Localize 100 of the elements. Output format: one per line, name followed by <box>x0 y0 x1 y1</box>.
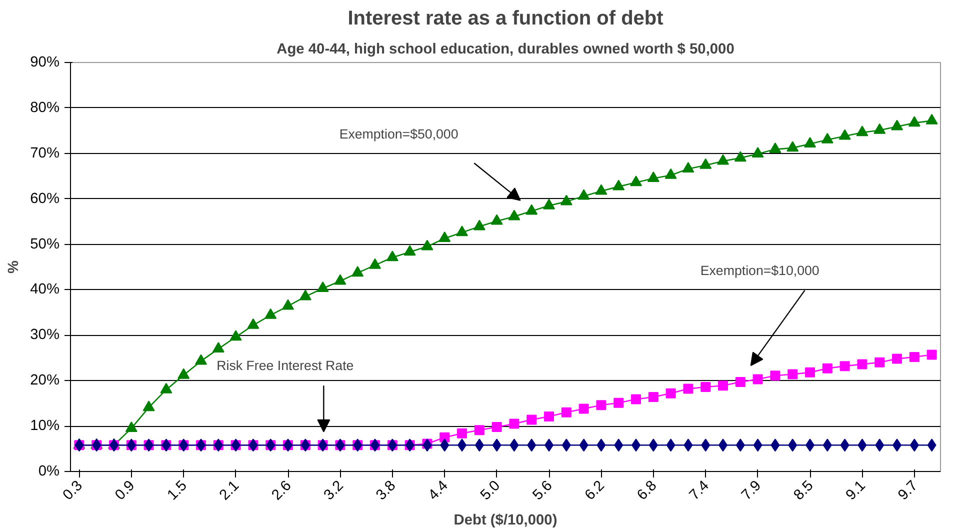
annotation: Risk Free Interest Rate <box>216 358 354 374</box>
point <box>421 240 434 250</box>
point <box>908 116 920 127</box>
point <box>753 438 762 452</box>
x-tick-label: 2.1 <box>216 478 243 504</box>
y-tick-label: 0% <box>38 464 60 480</box>
point <box>299 290 312 300</box>
point <box>230 330 242 341</box>
point <box>821 132 834 144</box>
chart-title: Interest rate as a function of debt <box>348 8 664 30</box>
point <box>736 438 745 452</box>
point <box>578 404 589 414</box>
point <box>369 258 381 269</box>
x-tick-label: 7.4 <box>686 478 712 504</box>
point <box>752 146 764 158</box>
x-axis-title: Debt ($/10,000) <box>454 512 558 529</box>
point <box>543 198 555 210</box>
y-tick-label: 20% <box>30 372 60 389</box>
point <box>562 438 571 452</box>
x-tick-label: 9.7 <box>895 478 922 504</box>
point <box>666 388 676 398</box>
point <box>596 400 606 410</box>
y-tick-label: 70% <box>30 145 60 162</box>
point <box>666 438 676 452</box>
x-tick-label: 0.3 <box>60 478 86 504</box>
y-tick-label: 50% <box>30 236 60 252</box>
point <box>769 142 782 153</box>
point <box>526 204 538 215</box>
y-tick-label: 30% <box>30 327 60 344</box>
x-tick-label: 4.4 <box>426 478 452 504</box>
point <box>788 438 798 452</box>
point <box>438 232 451 242</box>
y-tick-label: 60% <box>30 190 60 207</box>
point <box>510 438 519 452</box>
point <box>891 120 903 130</box>
point <box>840 361 850 372</box>
point <box>856 126 868 136</box>
point <box>805 367 815 378</box>
point <box>386 250 398 262</box>
point <box>492 438 502 452</box>
x-tick-label: 3.2 <box>321 478 347 504</box>
point <box>648 438 658 452</box>
point <box>701 438 710 452</box>
point <box>212 342 224 352</box>
point <box>334 274 346 285</box>
y-tick-label: 10% <box>30 418 60 434</box>
point <box>509 418 520 429</box>
point <box>404 245 416 256</box>
point <box>561 407 572 418</box>
x-tick-label: 3.8 <box>373 478 400 504</box>
point <box>927 438 936 452</box>
point <box>544 412 554 422</box>
point <box>683 384 694 394</box>
point <box>178 368 190 379</box>
y-tick-label: 80% <box>30 100 60 116</box>
point <box>579 438 588 452</box>
x-tick-label: 9.1 <box>843 478 869 504</box>
point <box>682 162 694 173</box>
point <box>614 398 624 408</box>
point <box>664 168 677 179</box>
x-tick-label: 6.8 <box>634 478 660 504</box>
point <box>770 370 780 381</box>
point <box>595 184 608 195</box>
point <box>457 428 467 438</box>
x-tick-label: 0.9 <box>112 478 138 504</box>
point <box>352 266 364 277</box>
point <box>440 438 450 452</box>
point <box>874 357 885 368</box>
y-tick-label: 40% <box>30 282 60 298</box>
point <box>142 400 155 412</box>
point <box>631 394 641 404</box>
point <box>316 282 329 292</box>
point <box>734 151 746 162</box>
point <box>857 359 868 370</box>
point <box>282 299 294 310</box>
point <box>560 194 572 206</box>
point <box>630 176 642 186</box>
point <box>490 214 503 225</box>
point <box>838 129 851 140</box>
point <box>474 438 484 452</box>
point <box>892 354 902 364</box>
point <box>926 350 937 360</box>
annotation: Exemption=$50,000 <box>339 126 458 142</box>
point <box>770 438 780 452</box>
point <box>909 352 920 362</box>
point <box>578 189 590 200</box>
point <box>612 180 625 190</box>
point <box>735 376 746 387</box>
point <box>874 123 886 134</box>
point <box>840 438 850 452</box>
point <box>247 318 260 329</box>
point <box>822 363 832 374</box>
point <box>804 136 816 148</box>
point <box>473 220 486 230</box>
point <box>858 438 867 452</box>
point <box>195 354 207 365</box>
point <box>647 172 660 182</box>
point <box>910 438 919 452</box>
y-tick-label: 90% <box>30 54 60 70</box>
point <box>717 154 729 165</box>
